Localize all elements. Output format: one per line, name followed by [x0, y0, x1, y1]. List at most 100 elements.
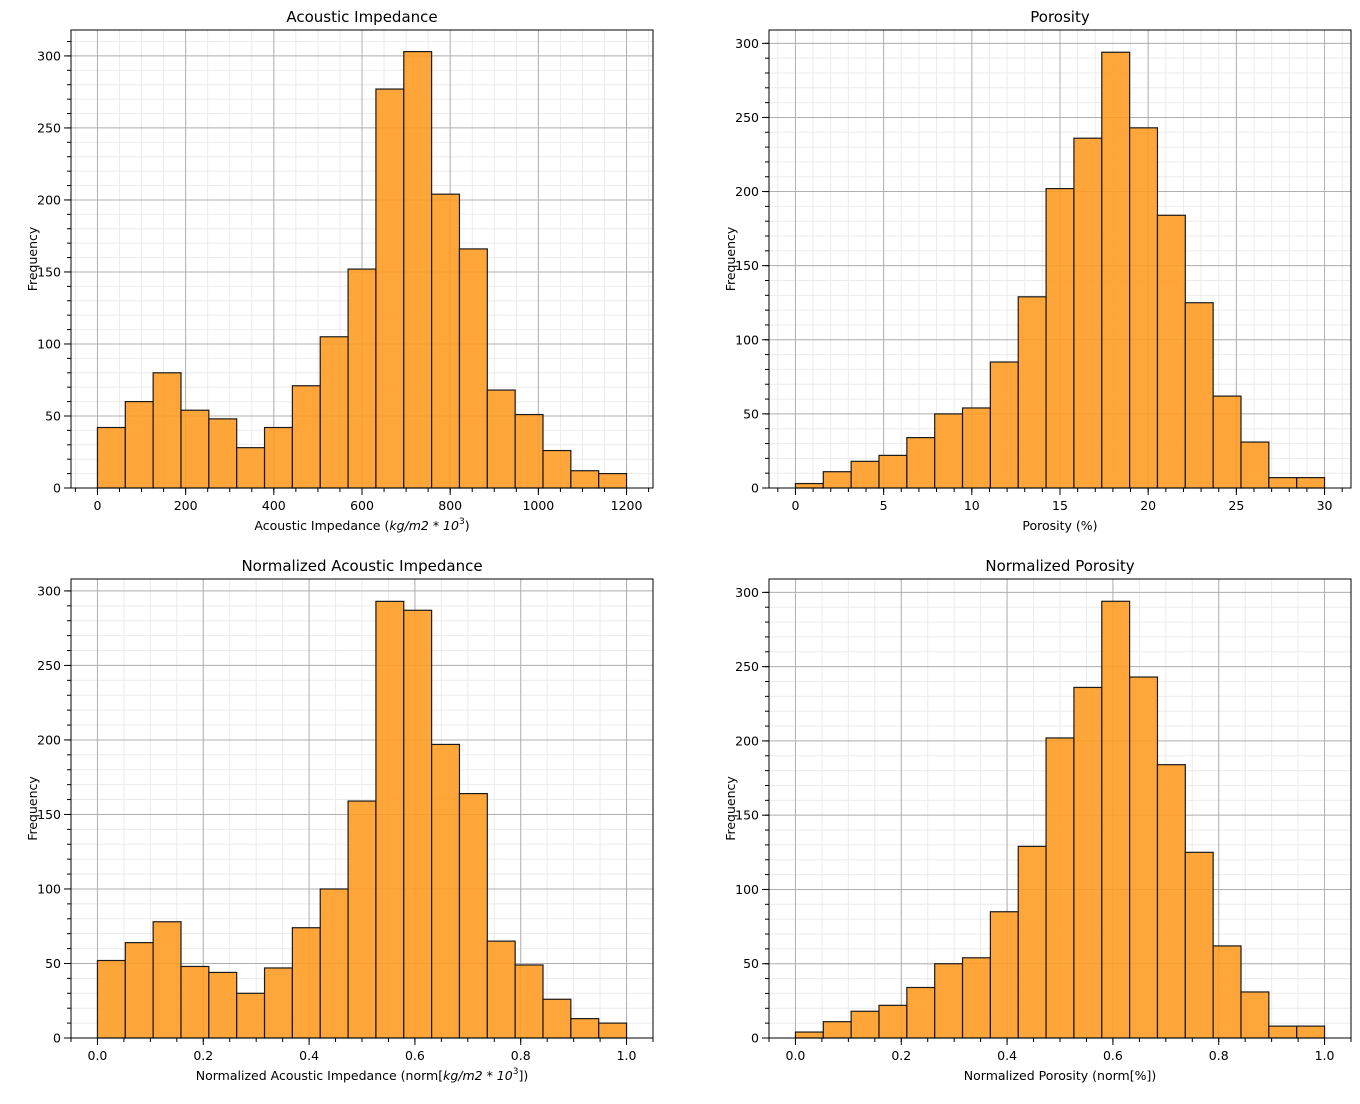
x-tick-label: 0 [791, 498, 799, 513]
histogram-bar [1240, 441, 1270, 489]
x-tick-label: 400 [262, 498, 286, 513]
y-tick-label: 150 [37, 807, 61, 822]
histogram-bar [1240, 991, 1270, 1039]
x-tick-label: 0.6 [1103, 1048, 1123, 1063]
chart-title: Normalized Porosity [985, 557, 1134, 575]
x-tick-label: 20 [1140, 498, 1156, 513]
y-tick-label: 50 [743, 406, 759, 421]
histogram-bar [1129, 127, 1159, 489]
histogram-bar [961, 957, 991, 1039]
x-axis-label: Acoustic Impedance (kg/m2 * 103) [254, 517, 469, 533]
y-tick-label: 150 [735, 258, 759, 273]
histogram-bar [1212, 945, 1242, 1039]
histogram-bar [794, 482, 824, 489]
histogram-bar [291, 385, 321, 489]
histogram-bar [1101, 600, 1131, 1039]
histogram-bar [822, 471, 852, 489]
histogram-bar [403, 609, 433, 1039]
y-axis-label: Frequency [723, 226, 738, 291]
y-tick-label: 200 [735, 184, 759, 199]
x-tick-label: 5 [880, 498, 888, 513]
histogram-bar [878, 454, 908, 489]
chart-3: 0.0 0.2 0.4 0.6 0.8 1.0 0 50 100 150 200 250 300 Norm… [25, 557, 654, 1083]
histogram-bar [1156, 764, 1186, 1039]
histogram-bar [906, 437, 936, 489]
histogram-bar [1101, 51, 1131, 489]
y-tick-label: 100 [37, 336, 61, 351]
histogram-bar [570, 470, 600, 489]
y-tick-label: 50 [743, 956, 759, 971]
x-tick-label: 800 [438, 498, 462, 513]
histogram-bar [961, 407, 991, 489]
y-tick-label: 0 [53, 481, 61, 496]
histogram-bar [850, 1010, 880, 1039]
histogram-bar [1017, 845, 1047, 1039]
histogram-bar [486, 940, 516, 1039]
y-tick-label: 150 [37, 264, 61, 279]
x-tick-label: 0.2 [891, 1048, 911, 1063]
histogram-bar [319, 336, 349, 489]
y-tick-label: 50 [45, 956, 61, 971]
histogram-bar [1156, 214, 1186, 489]
x-tick-label: 0.2 [193, 1048, 213, 1063]
y-tick-label: 200 [37, 192, 61, 207]
chart-1: 0 200 400 600 800 1000 1200 0 50 100 150 200 250 300 A… [25, 8, 654, 533]
x-tick-label: 0.8 [1209, 1048, 1229, 1063]
histogram-bar [1045, 187, 1075, 489]
histogram-bar [1073, 137, 1103, 489]
y-tick-label: 0 [751, 1031, 759, 1046]
y-tick-label: 250 [37, 658, 61, 673]
histogram-bar [794, 1031, 824, 1039]
y-tick-label: 150 [735, 808, 759, 823]
x-axis-label: Normalized Porosity (norm[%]) [964, 1068, 1156, 1083]
x-tick-label: 0.4 [299, 1048, 319, 1063]
histogram-bar [458, 248, 488, 489]
x-tick-label: 0.6 [405, 1048, 425, 1063]
x-tick-label: 15 [1052, 498, 1068, 513]
x-axis-label-end: ) [465, 518, 470, 533]
histogram-bar [598, 472, 628, 489]
x-axis-label-text: Acoustic Impedance ( [254, 518, 389, 533]
histogram-bar [822, 1021, 852, 1039]
histogram-bar [236, 992, 266, 1039]
histogram-bar [403, 51, 433, 489]
y-tick-label: 200 [735, 733, 759, 748]
chart-4: 0.0 0.2 0.4 0.6 0.8 1.0 0 50 100 150 200 250 300 Norm… [723, 557, 1352, 1083]
y-tick-label: 300 [37, 583, 61, 598]
x-axis-label-math: kg/m2 * 10 [389, 518, 459, 533]
chart-title: Normalized Acoustic Impedance [241, 557, 482, 575]
y-tick-label: 200 [37, 732, 61, 747]
x-tick-label: 1000 [522, 498, 554, 513]
histogram-bar [570, 1018, 600, 1039]
histogram-bar [458, 792, 488, 1039]
histogram-bar [347, 800, 377, 1039]
x-tick-label: 0.4 [997, 1048, 1017, 1063]
x-tick-label: 1.0 [617, 1048, 637, 1063]
x-tick-label: 0.0 [786, 1048, 806, 1063]
x-tick-label: 600 [350, 498, 374, 513]
histogram-bar [1212, 395, 1242, 489]
x-axis-label-text: Porosity (%) [1022, 518, 1097, 533]
histogram-bar [180, 965, 210, 1039]
chart-2: 0 5 10 15 20 25 30050100150200250300PorosityPo… [723, 8, 1352, 533]
histogram-bar [1184, 851, 1214, 1039]
x-axis-label-text: Normalized Acoustic Impedance (norm[ [196, 1068, 443, 1083]
histogram-bar [180, 409, 210, 489]
y-tick-label: 100 [37, 881, 61, 896]
histogram-bar [542, 449, 572, 489]
histogram-bar [263, 967, 293, 1039]
histogram-bar [291, 927, 321, 1039]
histogram-bar [1268, 1025, 1298, 1039]
x-axis-label-math: kg/m2 * 10 [443, 1068, 513, 1083]
histogram-bar [1017, 296, 1047, 489]
x-tick-label: 0.8 [511, 1048, 531, 1063]
x-axis-label: Porosity (%) [1022, 518, 1097, 533]
histogram-bar [263, 426, 293, 489]
histogram-bar [375, 600, 405, 1039]
chart-title: Acoustic Impedance [286, 8, 437, 26]
histogram-bar [598, 1022, 628, 1039]
histogram-bar [1268, 477, 1298, 489]
y-axis-label: Frequency [25, 226, 40, 291]
y-tick-label: 300 [735, 36, 759, 51]
y-axis-label: Frequency [723, 776, 738, 841]
